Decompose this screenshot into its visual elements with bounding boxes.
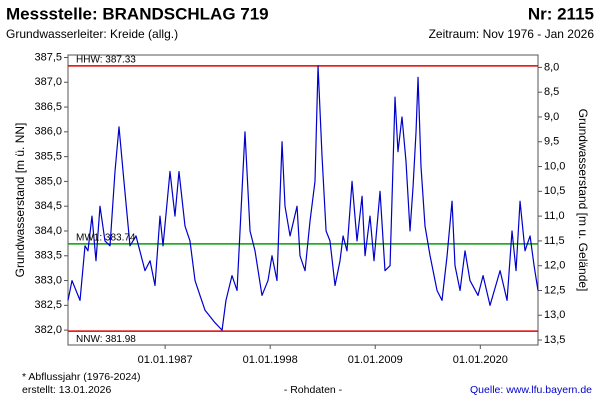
y2-tick-label: 8,5	[544, 86, 559, 98]
subtitle: Grundwasserleiter: Kreide (allg.)	[6, 27, 178, 41]
y2-tick-label: 9,5	[544, 136, 559, 148]
y2-tick-label: 8,0	[544, 61, 559, 73]
y2-tick-label: 13,0	[544, 309, 565, 321]
y-axis-label: Grundwasserstand [m ü. NN]	[13, 123, 27, 278]
y2-tick-label: 10,5	[544, 185, 565, 197]
source: Quelle: www.lfu.bayern.de	[470, 384, 592, 396]
y-tick-label: 386,0	[34, 126, 62, 138]
reference-label: MW1: 383.74	[76, 233, 136, 244]
x-tick-label: 01.01.2020	[453, 354, 508, 366]
y-tick-label: 384,0	[34, 225, 62, 237]
y-tick-label: 385,0	[34, 175, 62, 187]
created-date: erstellt: 13.01.2026	[22, 384, 111, 396]
y-tick-label: 382,5	[34, 299, 62, 311]
y2-tick-label: 9,0	[544, 111, 559, 123]
y-tick-label: 387,5	[34, 51, 62, 63]
y-tick-label: 382,0	[34, 324, 62, 336]
y-tick-label: 385,5	[34, 151, 62, 163]
x-tick-label: 01.01.1998	[243, 354, 298, 366]
x-tick-label: 01.01.2009	[348, 354, 403, 366]
y-tick-label: 384,5	[34, 200, 62, 212]
raw-data-note: - Rohdaten -	[284, 384, 343, 396]
reference-label: HHW: 387.33	[76, 55, 136, 66]
footnote: * Abflussjahr (1976-2024)	[22, 371, 141, 383]
reference-label: NNW: 381.98	[76, 334, 136, 345]
period: Zeitraum: Nov 1976 - Jan 2026	[429, 27, 595, 41]
y-tick-label: 383,5	[34, 250, 62, 262]
y-tick-label: 383,0	[34, 274, 62, 286]
y2-tick-label: 12,5	[544, 284, 565, 296]
y2-tick-label: 12,0	[544, 260, 565, 272]
y-tick-label: 387,0	[34, 76, 62, 88]
y2-tick-label: 10,0	[544, 160, 565, 172]
data-line	[67, 65, 539, 331]
y2-axis-label: Grundwasserstand [m u. Gelände]	[576, 109, 590, 292]
chart-title: Messstelle: BRANDSCHLAG 719	[6, 4, 269, 23]
station-number: Nr: 2115	[528, 4, 594, 23]
y2-tick-label: 13,5	[544, 334, 565, 346]
x-tick-label: 01.01.1987	[138, 354, 193, 366]
y-tick-label: 386,5	[34, 101, 62, 113]
y2-tick-label: 11,0	[544, 210, 565, 222]
y2-tick-label: 11,5	[544, 235, 565, 247]
plot-area	[67, 54, 539, 346]
